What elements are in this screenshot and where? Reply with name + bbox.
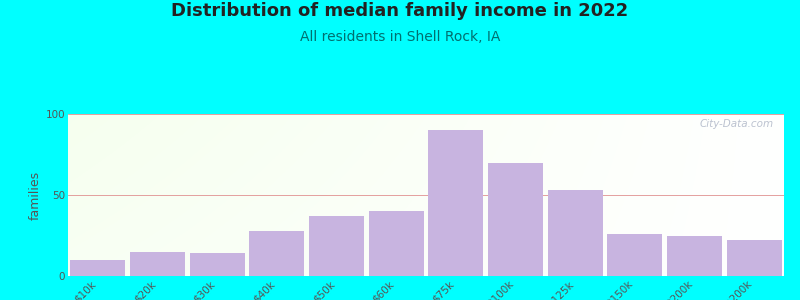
Bar xyxy=(667,236,722,276)
Bar xyxy=(428,130,483,276)
Bar xyxy=(369,211,424,276)
Y-axis label: families: families xyxy=(29,170,42,220)
Bar xyxy=(190,253,245,276)
Bar xyxy=(548,190,602,276)
Bar xyxy=(488,163,543,276)
Text: City-Data.com: City-Data.com xyxy=(699,119,774,129)
Bar xyxy=(607,234,662,276)
Bar xyxy=(726,240,782,276)
Bar xyxy=(130,252,185,276)
Bar xyxy=(250,231,304,276)
Bar xyxy=(309,216,364,276)
Bar xyxy=(70,260,126,276)
Text: Distribution of median family income in 2022: Distribution of median family income in … xyxy=(171,2,629,20)
Text: All residents in Shell Rock, IA: All residents in Shell Rock, IA xyxy=(300,30,500,44)
